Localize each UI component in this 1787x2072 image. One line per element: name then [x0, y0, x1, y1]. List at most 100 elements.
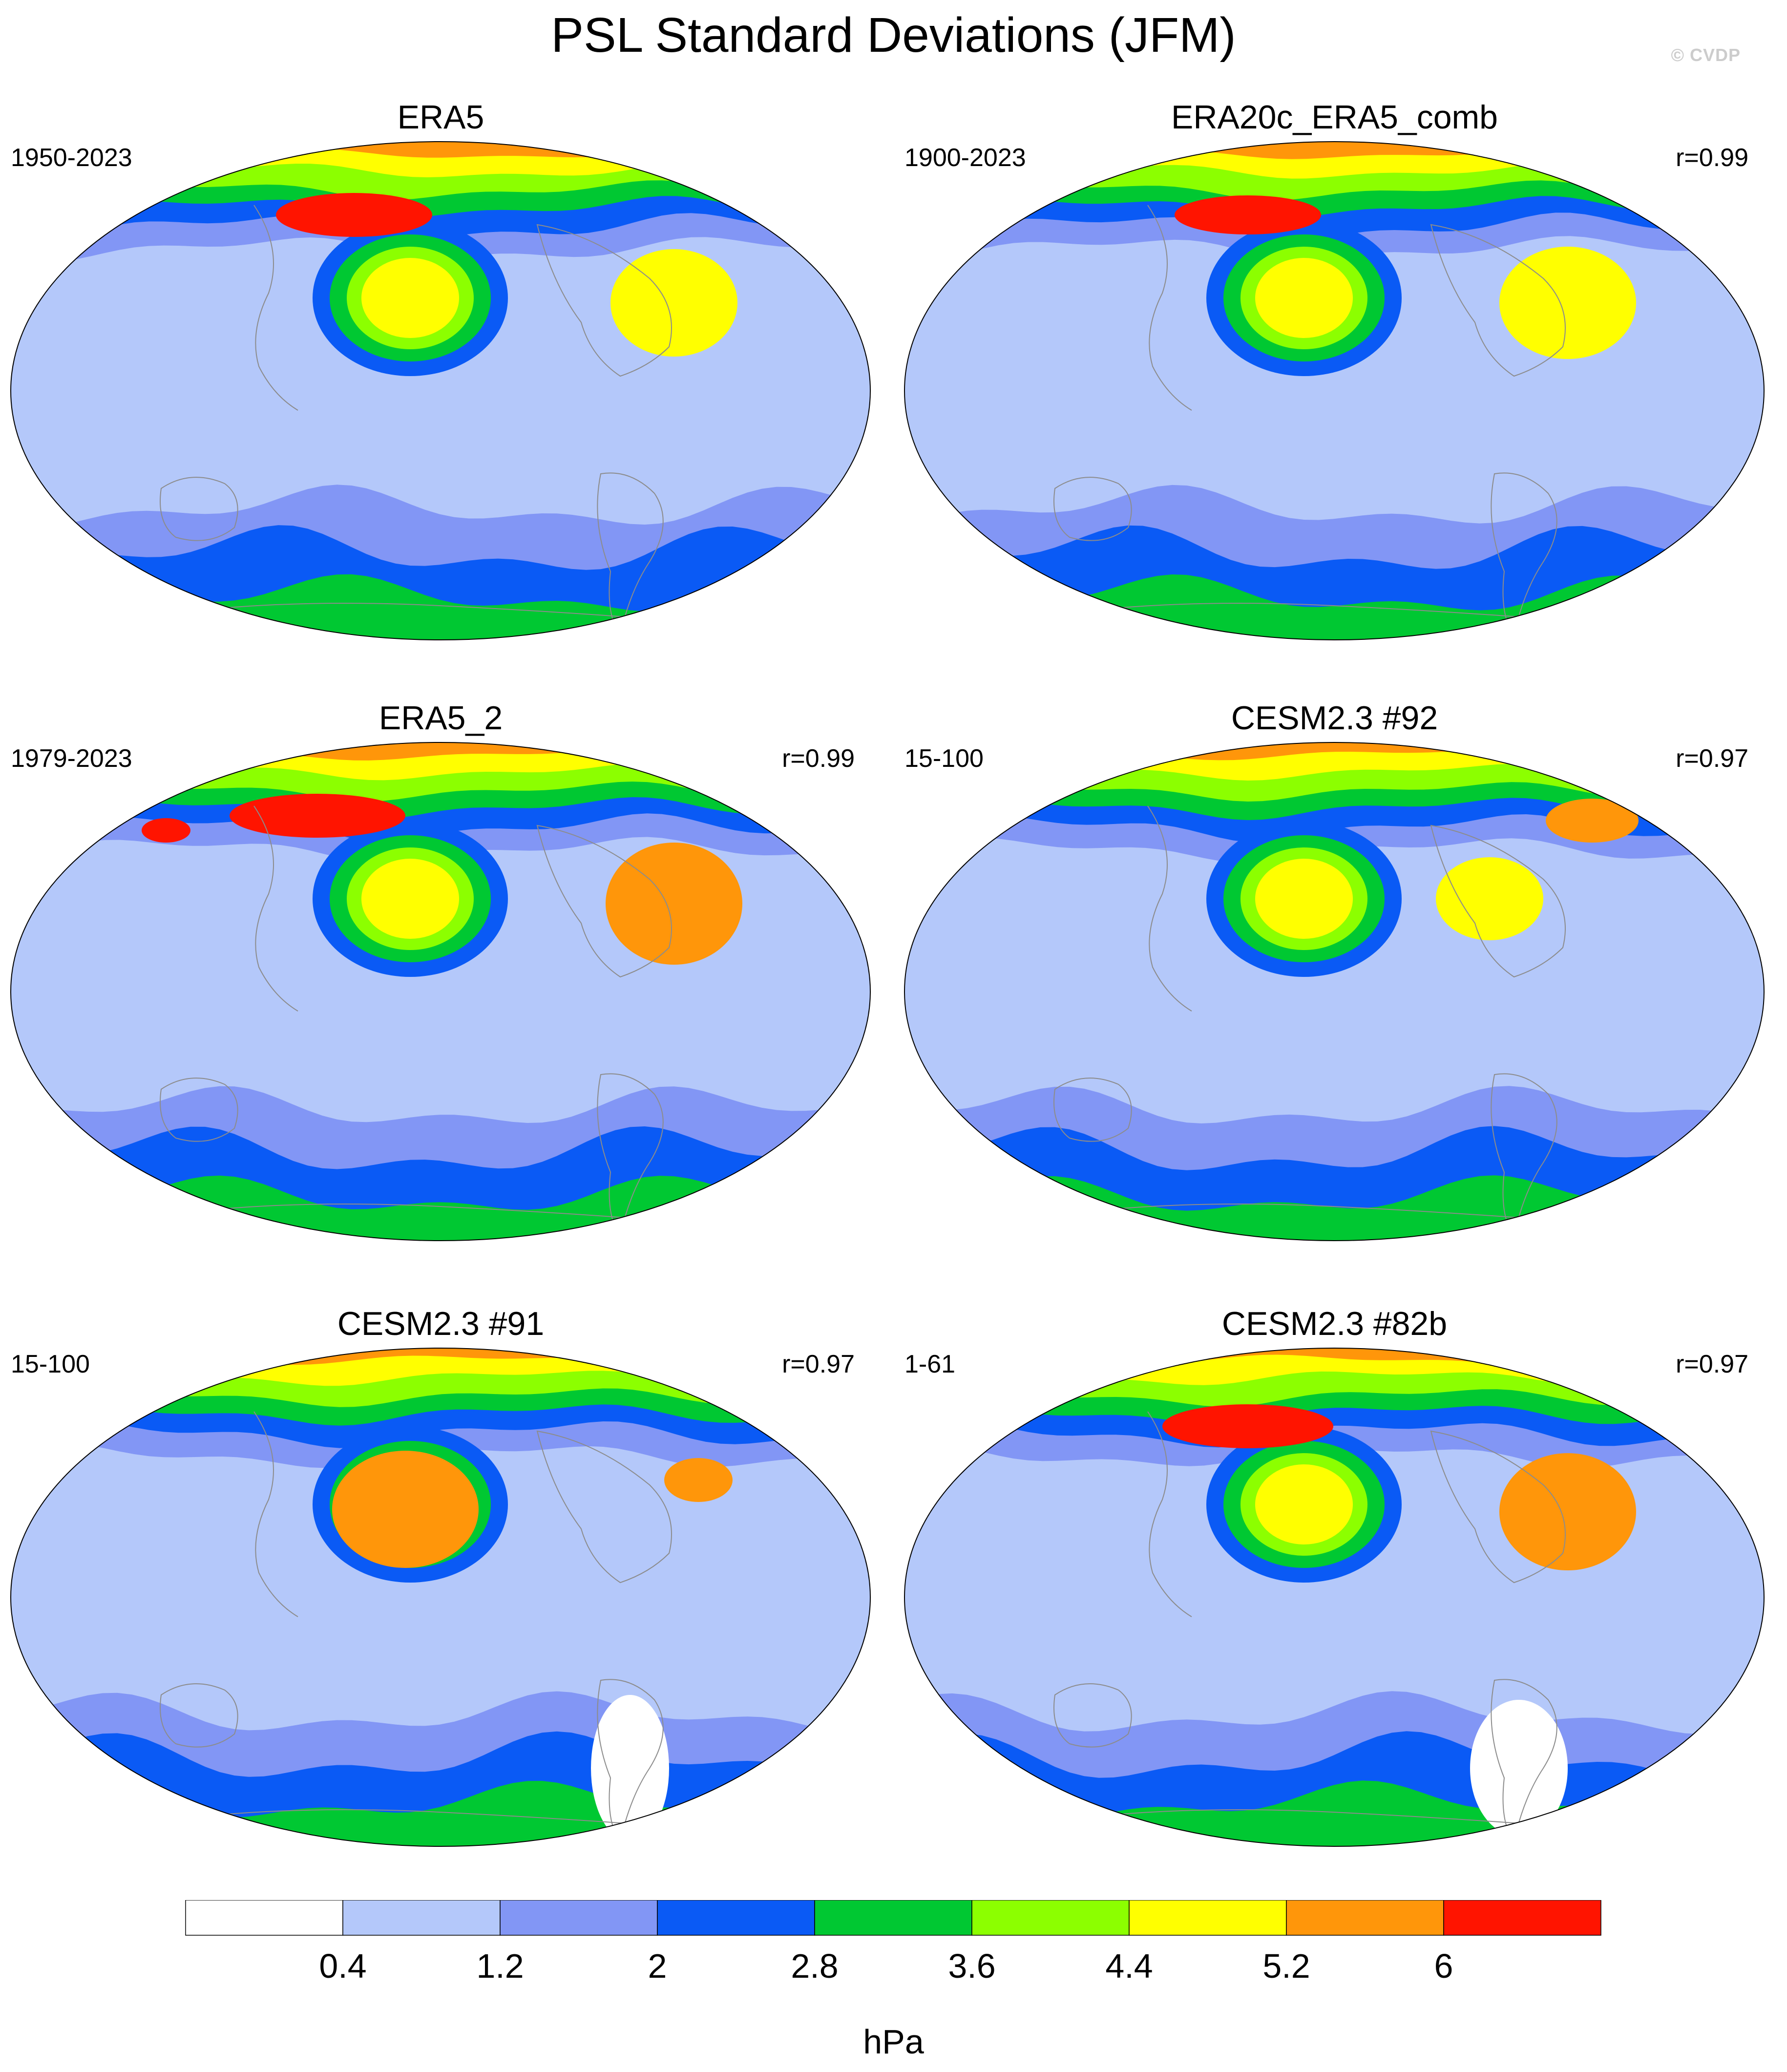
map-fill-layer	[11, 742, 870, 1241]
map-panel-cesm23-92: CESM2.3 #92 15-100 r=0.97	[894, 698, 1775, 1255]
panel-period: 1950-2023	[11, 144, 132, 172]
map-fill-layer	[904, 742, 1764, 1241]
feature-blob-0	[230, 794, 405, 838]
map-panel-era5: ERA5 1950-2023	[0, 98, 882, 655]
map-panel-cesm23-82b: CESM2.3 #82b 1-61 r=0.97	[894, 1304, 1775, 1861]
nh-band-level-7	[904, 142, 1764, 159]
panel-correlation: r=0.99	[782, 744, 855, 773]
colorbar-tick-label: 4.4	[1105, 1947, 1153, 1985]
colorbar-swatch-8	[1443, 1900, 1601, 1936]
coast-australia	[1053, 477, 1132, 541]
colorbar-tick-label: 2.8	[791, 1947, 839, 1985]
panel-correlation: r=0.99	[1676, 144, 1748, 172]
coast-south-america	[597, 1073, 664, 1237]
colorbar-tick-label: 2	[648, 1947, 667, 1985]
map-boundary	[10, 1348, 871, 1847]
colorbar	[185, 1900, 1601, 1936]
feature-blob-1	[1499, 1453, 1636, 1570]
colorbar-tick-label: 3.6	[948, 1947, 996, 1985]
colorbar-swatch-7	[1286, 1900, 1444, 1936]
map-image	[10, 1348, 871, 1847]
map-boundary	[904, 141, 1765, 640]
aleutian-level-6	[1255, 859, 1353, 939]
coast-asia	[1147, 805, 1192, 1012]
panel-correlation: r=0.97	[1676, 744, 1748, 773]
map-boundary	[10, 742, 871, 1241]
map-fill-layer	[11, 142, 870, 640]
panel-period: 1-61	[904, 1350, 956, 1378]
credit-watermark: © CVDP	[1671, 45, 1741, 65]
coast-north-america	[536, 224, 672, 377]
panel-period: 15-100	[11, 1350, 90, 1378]
map-fill-layer	[904, 142, 1764, 640]
colorbar-tick-label: 5.2	[1262, 1947, 1310, 1985]
coast-australia	[160, 477, 238, 541]
coast-south-america	[1491, 472, 1557, 636]
map-image	[10, 141, 871, 640]
feature-blob-3	[591, 1695, 669, 1841]
feature-blob-2	[606, 843, 742, 965]
feature-blob-0	[332, 1451, 479, 1568]
feature-blob-2	[1470, 1700, 1568, 1837]
nh-band-level-7	[11, 142, 870, 160]
figure-title: PSL Standard Deviations (JFM)	[551, 8, 1236, 63]
coast-north-america	[1430, 1430, 1566, 1584]
map-image	[10, 742, 871, 1241]
map-panel-era20c-era5-comb: ERA20c_ERA5_comb 1900-2023 r=0.99	[894, 98, 1775, 655]
coast-north-america	[1430, 825, 1566, 978]
coast-australia	[160, 1683, 238, 1748]
panel-title: ERA5_2	[378, 699, 503, 737]
map-boundary	[904, 742, 1765, 1241]
coast-south-america	[1491, 1679, 1557, 1843]
colorbar-units: hPa	[863, 2023, 924, 2061]
feature-blob-0	[1175, 195, 1321, 234]
colorbar-swatch-0	[185, 1900, 343, 1936]
map-image	[904, 742, 1765, 1241]
sh-band-level-4	[904, 1780, 1764, 1846]
coast-north-america	[536, 825, 672, 978]
panel-period: 15-100	[904, 744, 984, 773]
feature-blob-1	[142, 818, 190, 843]
coast-south-america	[597, 472, 664, 636]
feature-blob-0	[1162, 1404, 1333, 1448]
colorbar-swatch-2	[500, 1900, 658, 1936]
feature-blob-0	[1436, 857, 1543, 940]
coast-australia	[1053, 1683, 1132, 1748]
panel-correlation: r=0.97	[782, 1350, 855, 1378]
colorbar-swatch-4	[814, 1900, 972, 1936]
colorbar-swatch-1	[342, 1900, 501, 1936]
coast-asia	[1147, 1411, 1192, 1617]
coast-australia	[1053, 1078, 1132, 1142]
coast-asia	[253, 1411, 298, 1617]
coast-asia	[253, 205, 298, 411]
map-image	[904, 141, 1765, 640]
panel-correlation: r=0.97	[1676, 1350, 1748, 1378]
map-fill-layer	[11, 1348, 870, 1846]
feature-blob-1	[1546, 799, 1639, 843]
panel-title: ERA20c_ERA5_comb	[1171, 99, 1498, 136]
map-panel-era5-2: ERA5_2 1979-2023 r=0.99	[0, 698, 882, 1255]
panel-title: CESM2.3 #92	[1231, 699, 1438, 737]
aleutian-level-6	[1255, 258, 1353, 338]
colorbar-tick-label: 0.4	[319, 1947, 367, 1985]
aleutian-level-6	[361, 258, 459, 338]
colorbar-tick-label: 6	[1434, 1947, 1453, 1985]
panel-title: CESM2.3 #91	[337, 1305, 545, 1342]
panel-period: 1900-2023	[904, 144, 1026, 172]
map-boundary	[10, 141, 871, 640]
feature-blob-1	[610, 249, 737, 357]
colorbar-tick-label: 1.2	[476, 1947, 524, 1985]
map-image	[904, 1348, 1765, 1847]
coast-south-america	[1491, 1073, 1557, 1237]
colorbar-swatch-3	[657, 1900, 815, 1936]
feature-blob-1	[664, 1458, 733, 1502]
coast-asia	[253, 805, 298, 1012]
coast-north-america	[536, 1430, 672, 1584]
panel-period: 1979-2023	[11, 744, 132, 773]
aleutian-level-6	[1255, 1464, 1353, 1544]
map-fill-layer	[904, 1348, 1764, 1846]
panel-title: CESM2.3 #82b	[1221, 1305, 1448, 1342]
coast-north-america	[1430, 224, 1566, 377]
coast-south-america	[597, 1679, 664, 1843]
colorbar-swatch-6	[1129, 1900, 1287, 1936]
